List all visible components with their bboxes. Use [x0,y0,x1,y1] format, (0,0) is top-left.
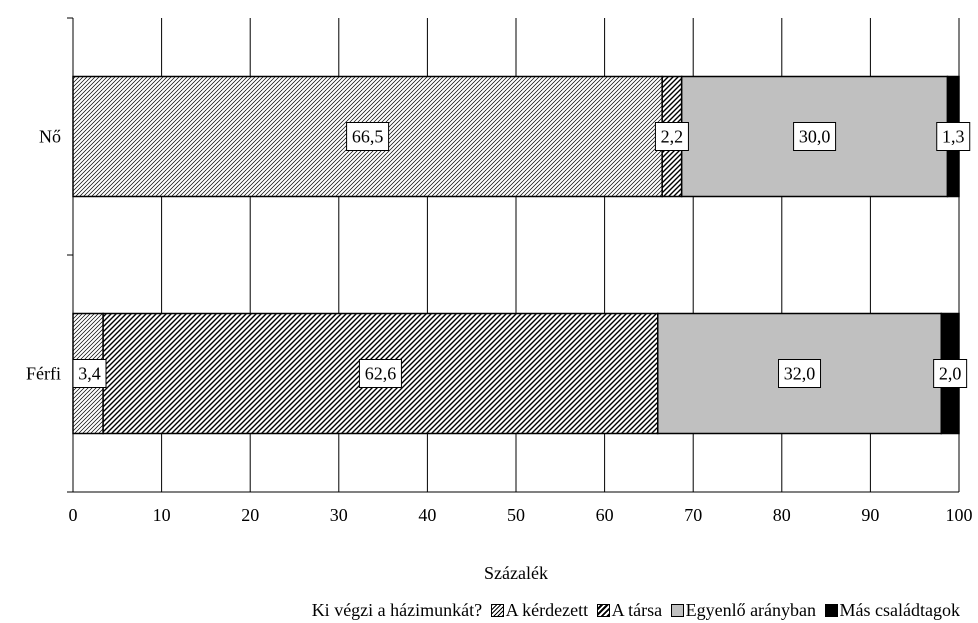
data-label: 2,0 [933,359,968,388]
data-label: 62,6 [358,359,402,388]
x-tick-label: 60 [596,505,614,525]
legend-item-partner: A társa [596,600,663,620]
data-label-box [654,122,689,151]
data-label: 2,2 [654,122,689,151]
x-tick-label: 70 [684,505,702,525]
chart-canvas: 0 10 20 30 40 50 60 70 80 90 100 Nő Férfi 66,5 2,2 30,… [26,17,973,583]
x-tick-label: 80 [773,505,791,525]
legend-swatch-partner [596,604,610,617]
legend-item-other: Más családtagok [824,600,960,620]
data-label-box [72,359,107,388]
x-tick-label: 0 [69,505,78,525]
data-label: 30,0 [793,122,837,151]
legend-title: Ki végzi a házimunkát? [311,600,483,620]
x-tick-label: 30 [330,505,348,525]
data-label: 1,3 [936,122,971,151]
data-labels-layer: 66,5 2,2 30,0 1,3 3,4 62,6 32,0 2,0 [72,122,971,388]
data-label-text: 32,0 [784,364,816,384]
legend-swatch-equal [670,604,684,617]
x-tick-label: 90 [861,505,879,525]
data-label: 66,5 [346,122,390,151]
category-label: Férfi [26,364,61,384]
data-label-text: 2,0 [939,364,962,384]
x-tick-label: 50 [507,505,525,525]
x-tick-label: 40 [418,505,436,525]
data-label-text: 3,4 [78,364,101,384]
axis-layer: 0 10 20 30 40 50 60 70 80 90 100 Nő Férfi [26,17,973,525]
data-label-text: 30,0 [799,127,831,147]
legend-label-self: A kérdezett [505,600,589,620]
data-label-box [936,122,971,151]
data-label-text: 62,6 [365,364,397,384]
data-label-box [933,359,968,388]
legend-label-other: Más családtagok [839,600,960,620]
legend-label-equal: Egyenlő arányban [685,600,817,620]
legend-swatch-other [824,604,838,617]
legend-item-self: A kérdezett [490,600,589,620]
data-label: 32,0 [778,359,822,388]
data-label-box [358,359,402,388]
legend-item-equal: Egyenlő arányban [670,600,817,620]
category-label: Nő [39,127,61,147]
data-label-box [793,122,837,151]
legend-swatch-self [490,604,504,617]
data-label-text: 66,5 [352,127,384,147]
data-label-text: 1,3 [942,127,965,147]
x-axis-title: Százalék [484,563,548,583]
data-label-text: 2,2 [661,127,684,147]
data-label: 3,4 [72,359,107,388]
x-tick-label: 10 [153,505,171,525]
data-label-box [778,359,822,388]
x-tick-label: 100 [946,505,973,525]
legend: Ki végzi a házimunkát? A kérdezett A tár… [0,600,978,620]
data-label-box [346,122,390,151]
x-tick-label: 20 [241,505,259,525]
legend-label-partner: A társa [611,600,663,620]
